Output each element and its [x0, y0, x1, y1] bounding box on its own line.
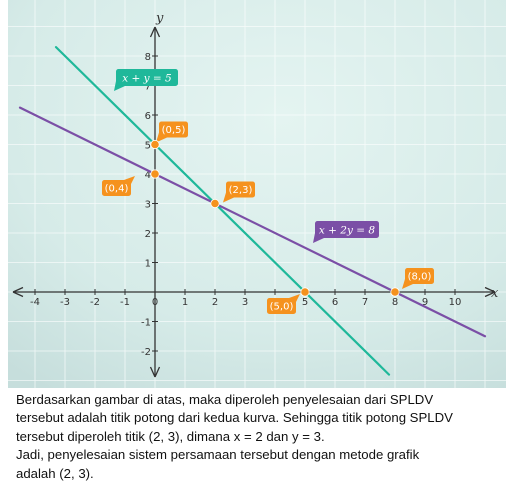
y-tick-label: 7 — [145, 82, 151, 93]
equation-label-tail — [114, 81, 125, 91]
equation-label: x + 2y = 8 — [319, 225, 375, 237]
equation-label-box: x + 2y = 8 — [313, 221, 379, 243]
point-label: (0,5) — [162, 125, 186, 136]
x-tick-label: 0 — [152, 297, 158, 308]
point-label-box: (5,0) — [267, 294, 300, 314]
caption-line-2: tersebut adalah titik potong dari kedua … — [16, 410, 453, 426]
y-axis-arrow-up — [149, 26, 161, 38]
x-tick-label: 3 — [242, 297, 248, 308]
point-label-bg — [405, 268, 434, 284]
x-tick-label: 2 — [212, 297, 218, 308]
y-tick-label: 8 — [145, 52, 151, 63]
x-tick-label: -1 — [120, 297, 130, 308]
x-tick-label: 6 — [332, 297, 338, 308]
intersection-point — [300, 287, 310, 297]
x-tick-label: -3 — [60, 297, 70, 308]
point-label: (8,0) — [408, 272, 432, 283]
equation-label: x + y = 5 — [122, 73, 172, 85]
point-label-bg — [159, 121, 188, 138]
point-label: (5,0) — [270, 302, 294, 313]
y-axis-arrow-down — [149, 366, 161, 378]
equation-label-bg — [116, 69, 178, 86]
point-label-bg — [102, 180, 131, 196]
y-tick-label: 2 — [145, 229, 151, 240]
equation-label-bg — [315, 221, 379, 238]
point-label: (0,4) — [105, 184, 129, 195]
y-tick-label: 6 — [145, 111, 151, 122]
caption-line-3: tersebut diperoleh titik (2, 3), dimana … — [16, 428, 325, 444]
x-tick-label: -2 — [90, 297, 100, 308]
caption: Berdasarkan gambar di atas, maka diperol… — [16, 391, 504, 483]
chart-background — [8, 0, 506, 388]
y-tick-label: -2 — [141, 347, 151, 358]
intersection-point — [390, 287, 400, 297]
point-label-box: (0,4) — [102, 176, 135, 196]
point-label-tail — [289, 294, 300, 302]
x-axis-label: x — [491, 286, 499, 301]
series-line-x-plus-2y-eq-8 — [18, 106, 487, 338]
y-tick-label: 1 — [145, 259, 151, 270]
point-label-tail — [402, 279, 413, 289]
point-label-tail — [124, 176, 135, 184]
point-label: (2,3) — [229, 185, 253, 196]
x-axis-arrow-right — [484, 286, 496, 298]
series-line-x-plus-y-eq-5 — [54, 46, 391, 376]
caption-line-5: adalah (2, 3). — [16, 465, 94, 481]
point-label-bg — [226, 181, 255, 198]
y-tick-label: 5 — [145, 141, 151, 152]
y-axis-label: y — [155, 11, 164, 26]
x-tick-label: 9 — [422, 297, 428, 308]
point-label-tail — [223, 192, 234, 203]
point-label-bg — [267, 298, 296, 314]
x-tick-label: 8 — [392, 297, 398, 308]
intersection-point — [150, 169, 160, 179]
x-tick-label: 1 — [182, 297, 188, 308]
x-tick-label: 10 — [449, 297, 462, 308]
caption-line-4: Jadi, penyelesaian sistem persamaan ters… — [16, 447, 420, 463]
y-tick-label: 3 — [145, 200, 151, 211]
intersection-point — [210, 198, 220, 209]
equation-label-box: x + y = 5 — [114, 69, 178, 91]
caption-line-1: Berdasarkan gambar di atas, maka diperol… — [16, 392, 434, 407]
y-tick-label: 4 — [145, 170, 151, 181]
point-label-box: (8,0) — [402, 268, 434, 289]
x-tick-label: -4 — [30, 297, 40, 308]
intersection-point — [150, 139, 160, 150]
point-label-box: (0,5) — [156, 121, 188, 143]
y-tick-label: -1 — [141, 318, 151, 329]
point-label-box: (2,3) — [223, 181, 255, 203]
x-axis-arrow-left — [12, 286, 24, 298]
x-tick-label: 5 — [302, 297, 308, 308]
point-label-tail — [156, 132, 167, 143]
x-tick-label: 7 — [362, 297, 368, 308]
equation-label-tail — [313, 233, 324, 243]
